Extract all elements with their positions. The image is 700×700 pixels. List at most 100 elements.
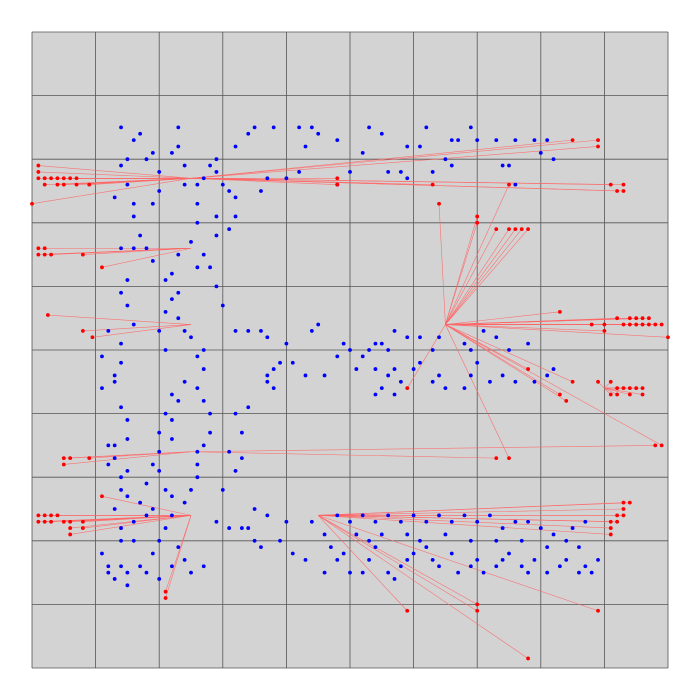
blue-point (112, 443, 117, 448)
red-point (513, 227, 518, 232)
blue-point (150, 551, 155, 556)
blue-point (125, 570, 130, 575)
connection-line (38, 165, 192, 179)
red-point (608, 182, 613, 187)
red-point (596, 144, 600, 149)
blue-point (551, 532, 556, 537)
blue-points (100, 125, 600, 588)
connection-line (604, 387, 618, 395)
connection-line (82, 515, 192, 529)
red-point (100, 265, 104, 270)
connection-line (318, 515, 611, 523)
blue-point (367, 348, 371, 352)
red-point (494, 456, 499, 461)
red-point (42, 513, 47, 518)
blue-point (233, 195, 238, 200)
blue-point (125, 278, 130, 282)
blue-point (341, 341, 346, 346)
connection-line (318, 515, 478, 605)
red-point (36, 519, 41, 524)
red-point (36, 246, 41, 251)
blue-point (386, 170, 391, 174)
blue-point (131, 201, 136, 206)
blue-point (201, 176, 206, 181)
red-point (494, 227, 499, 232)
blue-point (532, 557, 537, 562)
blue-point (322, 532, 327, 537)
blue-point (297, 125, 302, 130)
blue-point (201, 398, 206, 403)
blue-point (176, 398, 181, 403)
blue-point (278, 538, 282, 543)
blue-point (462, 341, 467, 346)
blue-point (437, 564, 441, 569)
red-point (335, 182, 340, 187)
red-point (570, 379, 575, 384)
blue-point (125, 182, 130, 187)
blue-point (475, 360, 480, 365)
red-point (640, 392, 645, 397)
connection-line (89, 177, 192, 185)
blue-point (437, 335, 441, 340)
blue-point (112, 373, 117, 378)
red-point (61, 182, 66, 187)
blue-point (392, 329, 397, 333)
connection-line (190, 177, 338, 185)
connection-line (445, 324, 567, 402)
red-point (653, 443, 658, 448)
blue-point (284, 519, 289, 524)
blue-point (494, 564, 499, 569)
blue-point (176, 144, 181, 149)
blue-point (195, 386, 200, 391)
red-point (55, 513, 60, 518)
blue-point (157, 329, 162, 333)
blue-point (354, 532, 359, 537)
blue-point (551, 157, 556, 162)
connection-line (190, 177, 611, 185)
blue-point (405, 557, 410, 562)
blue-point (119, 475, 123, 480)
connection-line (70, 515, 192, 535)
blue-point (437, 373, 441, 378)
connection-line (445, 228, 510, 325)
blue-point (500, 373, 505, 378)
blue-point (475, 519, 480, 524)
blue-point (195, 201, 200, 206)
blue-point (577, 545, 581, 550)
red-point (627, 500, 632, 505)
blue-point (303, 557, 308, 562)
red-point (68, 526, 73, 530)
blue-point (170, 392, 174, 397)
red-point (87, 182, 92, 187)
blue-point (462, 386, 467, 391)
blue-point (443, 386, 448, 391)
blue-point (112, 379, 117, 384)
blue-point (475, 138, 480, 143)
connection-line (82, 247, 192, 255)
blue-point (163, 488, 168, 492)
blue-point (246, 405, 251, 410)
blue-point (214, 233, 219, 238)
red-point (627, 386, 632, 391)
blue-point (119, 526, 123, 530)
connection-line (63, 451, 192, 465)
connection-line (44, 247, 192, 255)
red-point (627, 322, 632, 327)
red-point (526, 656, 530, 661)
blue-point (379, 341, 384, 346)
blue-point (112, 195, 117, 200)
blue-point (570, 526, 575, 530)
red-point (640, 386, 645, 391)
red-point (61, 176, 66, 181)
red-point (61, 462, 66, 467)
blue-point (239, 430, 244, 435)
blue-point (239, 526, 244, 530)
blue-point (468, 125, 473, 130)
blue-point (265, 176, 270, 181)
connection-line (445, 324, 662, 446)
connection-line (318, 515, 611, 535)
red-point (589, 322, 594, 327)
blue-point (106, 329, 111, 333)
blue-point (170, 564, 174, 569)
